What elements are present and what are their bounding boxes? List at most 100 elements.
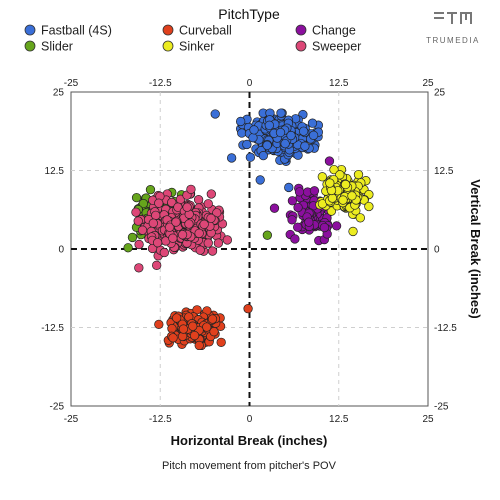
data-point xyxy=(167,197,177,208)
data-point xyxy=(213,238,224,248)
x-tick-top: 25 xyxy=(422,78,434,89)
data-point xyxy=(319,222,330,233)
data-point xyxy=(206,213,216,223)
y-tick-right: 25 xyxy=(434,88,446,99)
x-tick-bottom: -25 xyxy=(64,414,79,425)
series-sinker xyxy=(315,164,374,237)
data-point xyxy=(194,228,204,238)
legend-swatch xyxy=(295,24,307,36)
y-tick-right: 12.5 xyxy=(434,166,454,177)
data-point xyxy=(258,150,268,161)
data-point xyxy=(127,232,138,243)
data-point xyxy=(184,219,194,229)
x-tick-bottom: 0 xyxy=(247,414,253,425)
data-point xyxy=(154,319,164,330)
data-point xyxy=(168,233,178,243)
data-point xyxy=(293,222,303,232)
data-point xyxy=(249,125,259,135)
legend-label: Fastball (4S) xyxy=(41,24,112,38)
data-point xyxy=(308,130,319,140)
x-tick-bottom: 12.5 xyxy=(329,414,349,425)
y-tick-right: 0 xyxy=(434,245,440,256)
data-point xyxy=(152,260,162,270)
legend-swatch xyxy=(162,40,174,52)
legend-swatch xyxy=(24,24,36,36)
data-point xyxy=(171,313,182,323)
brand-name: TRUMEDIA xyxy=(426,36,480,45)
data-point xyxy=(243,304,253,314)
data-point xyxy=(207,246,218,256)
legend: PitchType Fastball (4S) Curveball Change Sl… xyxy=(24,6,361,54)
legend-item: Slider xyxy=(24,40,73,54)
y-tick-left: -25 xyxy=(50,402,65,413)
series-fastball-4s xyxy=(210,108,323,193)
legend-label: Sweeper xyxy=(312,40,361,54)
x-tick-top: -25 xyxy=(64,78,79,89)
legend-swatch xyxy=(295,40,307,52)
x-tick-top: 12.5 xyxy=(329,78,349,89)
data-point xyxy=(340,179,351,190)
series-curveball xyxy=(154,304,253,351)
data-point xyxy=(276,108,286,118)
data-point xyxy=(134,263,144,273)
data-point xyxy=(216,337,226,348)
data-point xyxy=(202,322,212,332)
legend-swatch xyxy=(24,40,36,52)
data-point xyxy=(262,230,273,240)
data-point xyxy=(193,195,204,205)
data-point xyxy=(284,182,294,193)
data-point xyxy=(177,230,188,240)
x-axis-title: Horizontal Break (inches) xyxy=(171,433,328,448)
data-point xyxy=(269,203,280,213)
data-point xyxy=(210,109,220,119)
x-tick-top: -12.5 xyxy=(149,78,172,89)
legend-item: Sweeper xyxy=(295,40,361,54)
y-tick-left: -12.5 xyxy=(41,323,64,334)
data-point xyxy=(195,245,205,255)
data-point xyxy=(326,206,337,216)
data-point xyxy=(324,156,335,166)
data-point xyxy=(133,216,143,226)
legend-item: Change xyxy=(295,24,356,38)
data-point xyxy=(168,333,178,343)
data-point xyxy=(138,198,149,209)
data-point xyxy=(134,239,144,250)
data-point xyxy=(331,221,342,231)
legend-label: Sinker xyxy=(179,40,214,54)
data-point xyxy=(242,139,252,150)
legend-item: Curveball xyxy=(162,24,232,38)
data-point xyxy=(203,199,213,209)
data-point xyxy=(173,202,183,212)
y-tick-right: -25 xyxy=(434,402,449,413)
data-point xyxy=(317,172,327,182)
trumedia-logo: TRUMEDIA xyxy=(426,12,480,45)
y-tick-left: 0 xyxy=(58,245,64,256)
x-tick-bottom: -12.5 xyxy=(149,414,172,425)
legend-item: Sinker xyxy=(162,40,214,54)
data-point xyxy=(151,210,161,221)
data-point xyxy=(275,127,286,138)
legend-label: Change xyxy=(312,24,356,38)
data-point xyxy=(199,219,209,229)
data-point xyxy=(245,152,256,162)
data-point xyxy=(182,202,192,212)
data-point xyxy=(171,217,181,227)
data-point xyxy=(293,202,303,213)
data-point xyxy=(235,116,246,127)
legend-label: Curveball xyxy=(179,24,232,38)
data-point xyxy=(165,222,175,232)
trumedia-logo-mark-icon xyxy=(434,12,472,24)
data-point xyxy=(167,323,177,334)
data-point xyxy=(309,186,320,196)
y-tick-left: 12.5 xyxy=(45,166,65,177)
data-point xyxy=(262,140,272,150)
data-point xyxy=(207,314,218,324)
legend-swatch xyxy=(162,24,174,36)
legend-title: PitchType xyxy=(218,6,280,22)
data-point xyxy=(189,330,200,341)
data-point xyxy=(300,141,310,151)
data-points xyxy=(123,108,374,351)
